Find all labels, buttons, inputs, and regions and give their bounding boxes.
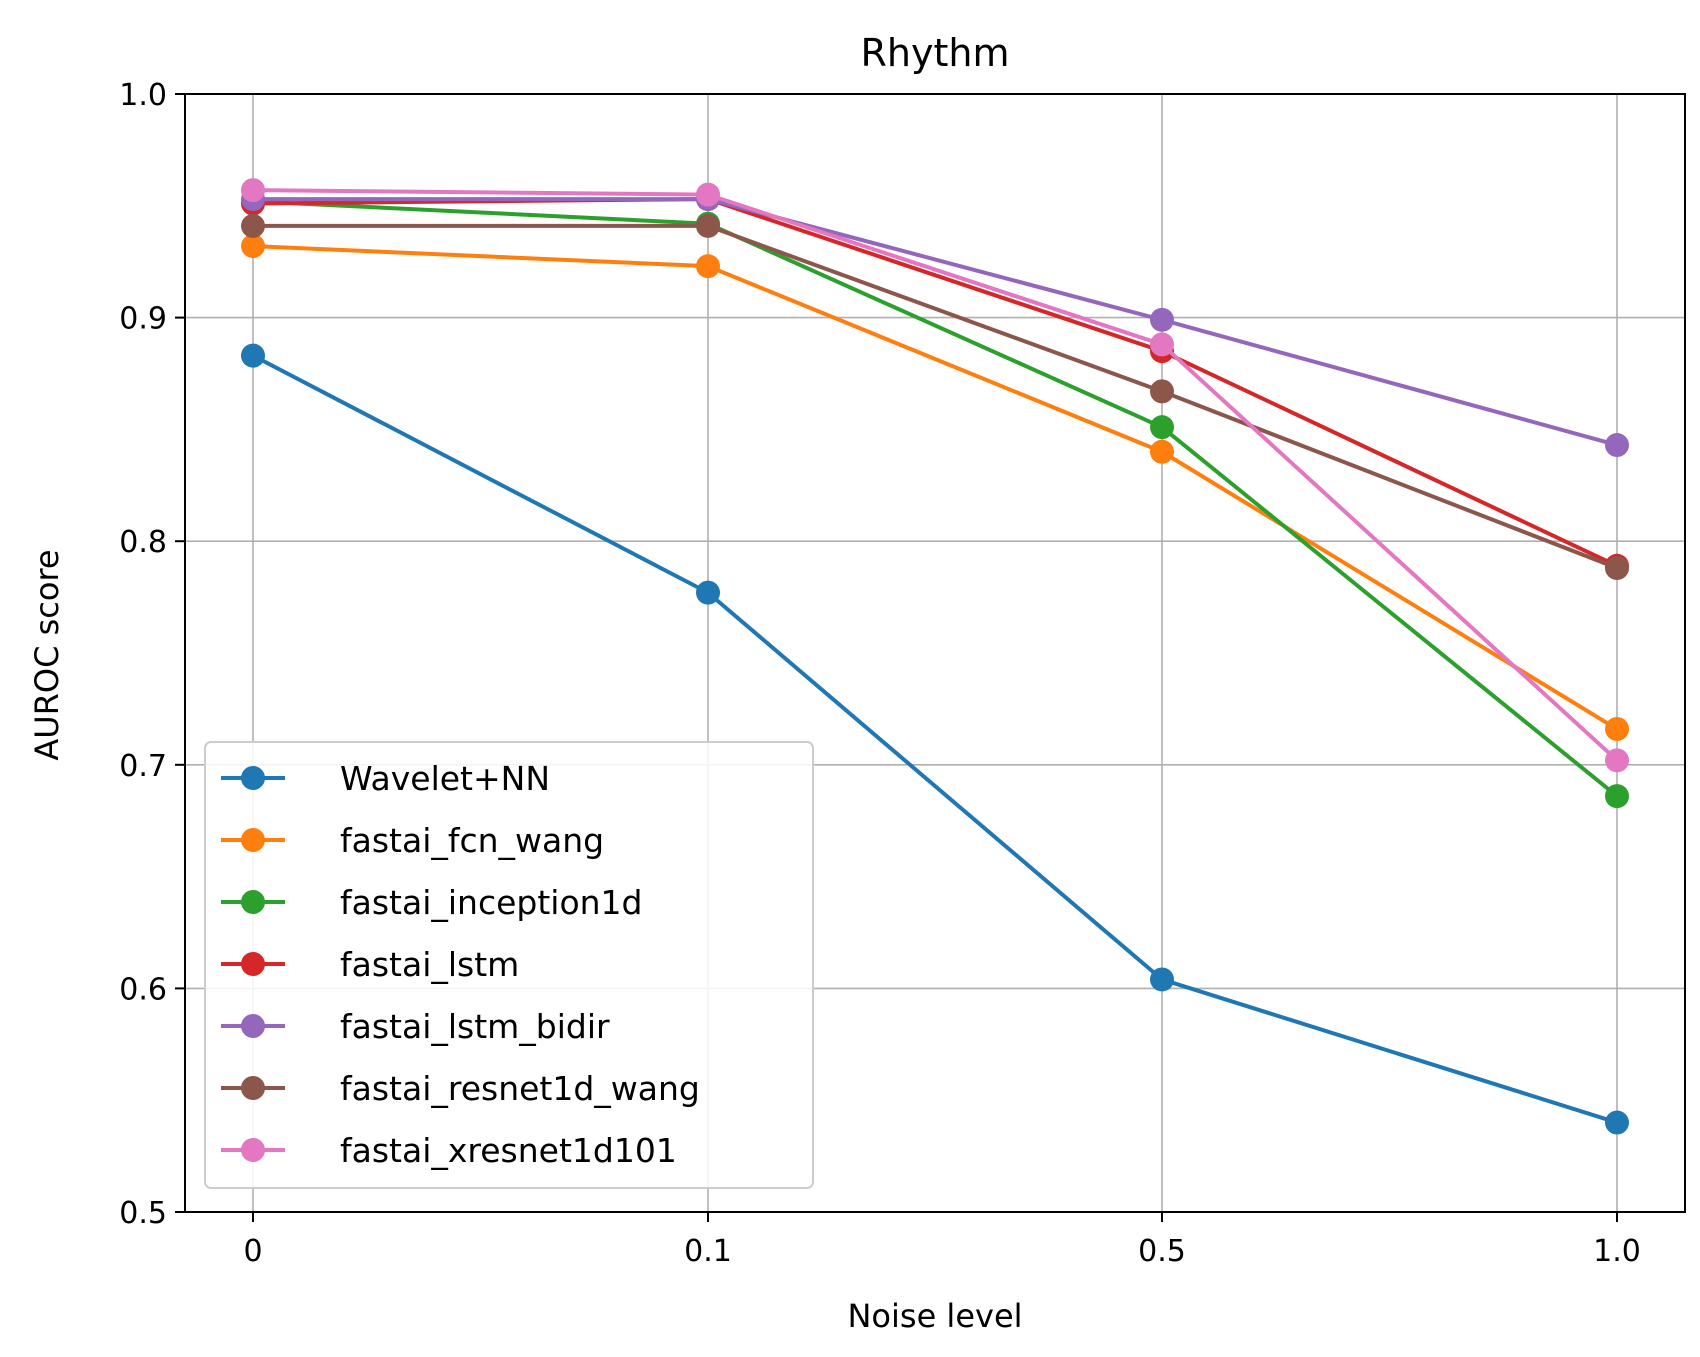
series-line [252, 353, 1618, 1125]
axis-ticks: 0 0.1 0.5 1.0 0.5 0.6 0.7 0.8 0.9 1.0 [119, 78, 1641, 1269]
y-tick-label: 0.6 [119, 972, 167, 1007]
legend-label: fastai_inception1d [340, 883, 643, 922]
y-tick-label: 0.5 [119, 1196, 167, 1231]
y-axis-label: AUROC score [28, 549, 66, 760]
data-point [241, 234, 265, 259]
legend-label: fastai_fcn_wang [340, 821, 604, 860]
legend-item: fastai_lstm [221, 945, 519, 984]
data-point [696, 213, 720, 238]
series-line [252, 188, 1619, 762]
legend-item: Wavelet+NN [221, 759, 550, 798]
series-fastai_xresnet1d101 [241, 178, 1629, 773]
legend-box [204, 741, 814, 1189]
series-line [252, 197, 1618, 568]
x-axis-label: Noise level [847, 1297, 1022, 1335]
series-layer [241, 178, 1629, 1135]
series-Wavelet+NN [241, 343, 1629, 1135]
x-tick-label: 0 [243, 1234, 262, 1269]
legend-swatch-marker [241, 766, 265, 790]
chart-title: Rhythm [861, 31, 1010, 75]
data-point [1150, 379, 1174, 404]
data-point [1150, 307, 1174, 332]
data-point [1605, 784, 1629, 809]
legend-label: Wavelet+NN [340, 759, 550, 798]
data-point [1605, 556, 1629, 581]
legend-item: fastai_xresnet1d101 [221, 1131, 677, 1170]
data-point [241, 178, 265, 203]
legend-swatch-marker [241, 1138, 265, 1162]
y-tick-label: 0.9 [119, 302, 167, 337]
series-line [253, 197, 1618, 447]
legend-item: fastai_inception1d [221, 883, 643, 922]
legend-label: fastai_resnet1d_wang [340, 1069, 700, 1108]
data-point [241, 213, 265, 238]
legend: Wavelet+NN fastai_fcn_wang fastai_inceptio… [204, 741, 814, 1189]
data-point [1150, 415, 1174, 440]
legend-item: fastai_fcn_wang [221, 821, 604, 860]
series-fastai_resnet1d_wang [241, 213, 1629, 581]
legend-item: fastai_resnet1d_wang [221, 1069, 700, 1108]
data-point [241, 343, 265, 368]
legend-swatch-marker [241, 828, 265, 852]
data-point [1605, 748, 1629, 773]
series-line [252, 244, 1619, 731]
legend-swatch-marker [241, 1014, 265, 1038]
data-point [1605, 433, 1629, 458]
data-point [1150, 332, 1174, 357]
data-point [1605, 1110, 1629, 1135]
y-tick-label: 0.7 [119, 749, 167, 784]
y-tick-label: 1.0 [119, 78, 167, 113]
series-line [253, 223, 1618, 570]
series-fastai_fcn_wang [241, 234, 1629, 742]
legend-swatch-marker [241, 890, 265, 914]
legend-label: fastai_lstm_bidir [340, 1007, 610, 1046]
legend-swatch-marker [241, 1076, 265, 1100]
legend-label: fastai_xresnet1d101 [340, 1131, 677, 1170]
x-tick-label: 0.1 [684, 1234, 732, 1269]
y-tick-label: 0.8 [119, 525, 167, 560]
data-point [1150, 439, 1174, 464]
data-point [696, 254, 720, 279]
legend-item: fastai_lstm_bidir [221, 1007, 610, 1046]
plot-frame [184, 93, 1686, 1213]
series-line [252, 199, 1619, 798]
data-point [696, 182, 720, 207]
data-point [1605, 717, 1629, 742]
x-tick-label: 0.5 [1138, 1234, 1186, 1269]
data-point [696, 580, 720, 605]
legend-label: fastai_lstm [340, 945, 519, 984]
x-tick-label: 1.0 [1593, 1234, 1641, 1269]
data-point [1150, 967, 1174, 992]
legend-swatch-marker [241, 952, 265, 976]
